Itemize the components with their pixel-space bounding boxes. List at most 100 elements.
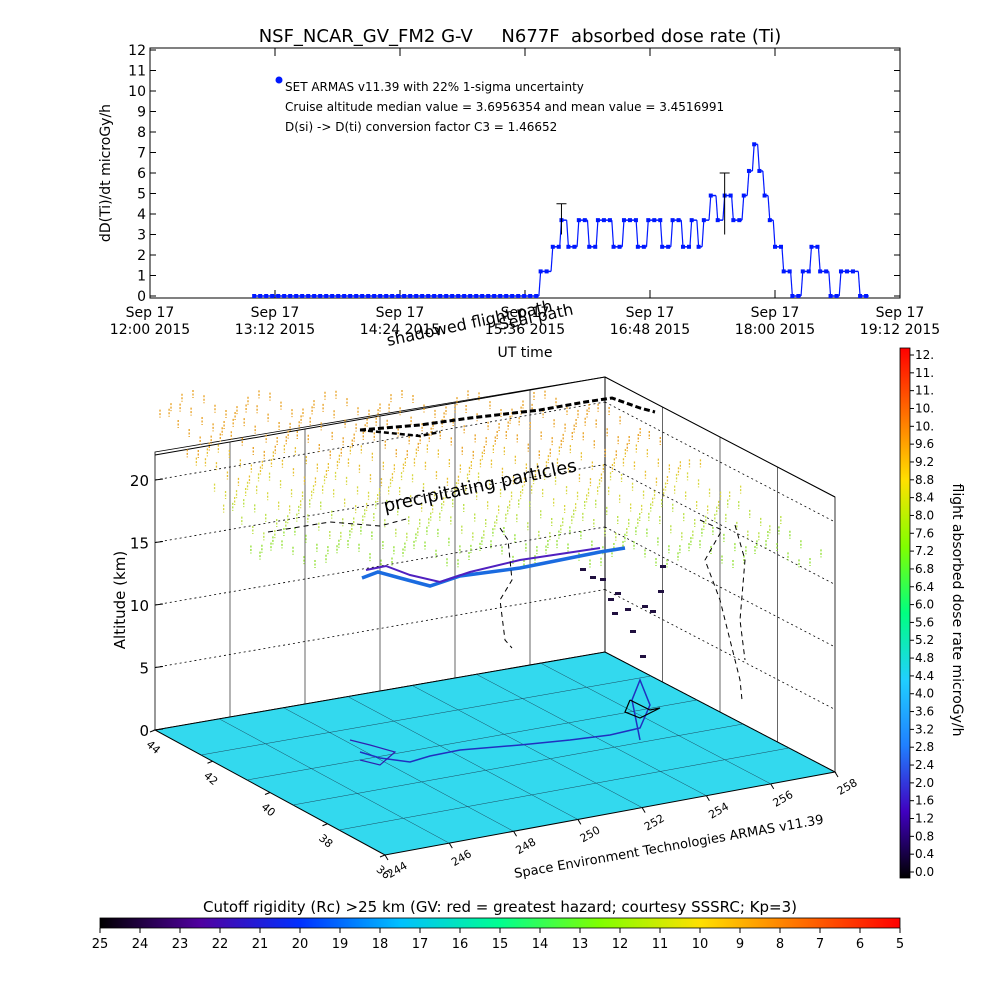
- dose-tick-label: 6.8: [915, 562, 934, 576]
- dose-tick-label: 5.6: [915, 615, 934, 629]
- descent-marker: [615, 592, 621, 595]
- rigidity-tick-label: 24: [132, 937, 149, 952]
- data-point: [728, 193, 733, 198]
- data-point: [757, 168, 762, 173]
- data-point: [701, 218, 706, 223]
- descent-marker: [590, 576, 596, 579]
- series-connector: [576, 220, 580, 247]
- altitude-gridline: [604, 589, 836, 710]
- data-point: [828, 294, 833, 298]
- data-point: [270, 294, 275, 298]
- rigidity-tick-label: 15: [492, 937, 509, 952]
- series-connector: [659, 220, 663, 247]
- dose-tick-label: 9.2: [915, 455, 934, 469]
- dose-tick-label: 0.8: [915, 829, 934, 843]
- floor-gridline: [219, 718, 450, 844]
- rigidity-tick-label: 11: [652, 937, 669, 952]
- dose-tick-label: 5.2: [915, 633, 934, 647]
- descent-marker: [640, 655, 646, 658]
- data-point: [258, 294, 263, 298]
- data-point: [715, 218, 720, 223]
- altitude-gridline: [604, 526, 836, 648]
- rigidity-tick-label: 9: [736, 937, 744, 952]
- series-connector: [621, 220, 625, 247]
- rigidity-colorbar-title: Cutoff rigidity (Rc) >25 km (GV: red = g…: [203, 898, 797, 916]
- median-mean-note: Cruise altitude median value = 3.6956354…: [285, 100, 724, 114]
- trajectory-3d-plot: precipitating particles shadowed flight …: [111, 296, 860, 882]
- top-y-axis-label: dD(Ti)/dt microGy/h: [98, 104, 114, 242]
- y-tick-label: 0: [137, 289, 146, 305]
- longitude-tick: [448, 842, 453, 849]
- dose-tick-label: 11.: [915, 366, 934, 380]
- data-point: [336, 294, 341, 298]
- series-connector: [595, 220, 599, 247]
- data-point: [806, 269, 811, 274]
- floor-track-box: [624, 699, 661, 719]
- dose-tick-label: 6.4: [915, 580, 934, 594]
- x-tick-label-date: Sep 17: [751, 305, 800, 321]
- data-point: [372, 294, 377, 298]
- rigidity-tick-label: 6: [856, 937, 864, 952]
- data-point: [779, 244, 783, 249]
- longitude-tick-label: 246: [449, 847, 474, 869]
- data-point: [408, 294, 413, 298]
- data-point: [420, 294, 425, 298]
- data-point: [264, 294, 269, 298]
- data-point: [844, 269, 849, 274]
- data-point: [414, 294, 419, 298]
- dose-tick-label: 1.2: [915, 812, 934, 826]
- series-connector: [730, 195, 734, 221]
- data-point: [360, 294, 365, 298]
- data-point: [635, 244, 640, 249]
- series-connector: [751, 144, 755, 171]
- data-point: [342, 294, 347, 298]
- data-point: [522, 294, 527, 298]
- data-point: [781, 269, 786, 274]
- data-point: [818, 269, 823, 274]
- descent-marker: [580, 568, 586, 571]
- data-point: [741, 193, 746, 198]
- dose-tick-label: 9.6: [915, 437, 934, 451]
- data-point: [312, 294, 317, 298]
- x-tick-label-date: Sep 17: [876, 305, 925, 321]
- rigidity-tick-label: 17: [412, 937, 429, 952]
- data-point: [670, 218, 675, 223]
- data-point: [658, 218, 663, 223]
- dose-tick-label: 4.0: [915, 687, 934, 701]
- data-point: [544, 269, 549, 274]
- dose-tick-label: 8.4: [915, 491, 934, 505]
- series-connector: [809, 246, 813, 272]
- flight-path-high-return: [359, 428, 441, 438]
- shadowed-flight-path-track: [349, 677, 661, 766]
- data-point: [752, 142, 757, 147]
- series-connector: [741, 195, 745, 221]
- rigidity-tick-label: 7: [816, 937, 824, 952]
- altitude-axis: 0 5 10 15 20: [130, 472, 164, 740]
- dose-colorbar-ticks: 12. 11. 11. 10. 10. 9.6 9.2 8.8 8.4 8.0 7.6 7.2 6.8 6…: [910, 348, 934, 879]
- series-connector: [828, 271, 832, 297]
- data-point: [582, 218, 587, 223]
- dose-tick-label: 3.6: [915, 705, 934, 719]
- x-tick-label-date: Sep 17: [126, 305, 175, 321]
- y-tick-label: 11: [128, 64, 146, 80]
- data-point: [444, 294, 449, 298]
- data-point: [348, 294, 353, 298]
- longitude-tick-label: 254: [706, 800, 731, 822]
- data-point: [737, 218, 742, 223]
- series-connector: [715, 195, 719, 221]
- series-connector: [566, 220, 570, 247]
- altitude-gridline: [604, 401, 836, 523]
- descent-marker: [612, 612, 618, 615]
- descent-marker: [625, 608, 631, 611]
- dose-tick-label: 8.0: [915, 508, 934, 522]
- data-point: [838, 269, 843, 274]
- series-connector: [772, 220, 776, 247]
- data-point: [384, 294, 389, 298]
- rigidity-tick-label: 14: [532, 937, 549, 952]
- data-point: [858, 294, 863, 298]
- series-connector: [611, 220, 615, 247]
- map-surface: [153, 651, 837, 856]
- wall-top-edge: [604, 376, 836, 498]
- data-point: [276, 294, 281, 298]
